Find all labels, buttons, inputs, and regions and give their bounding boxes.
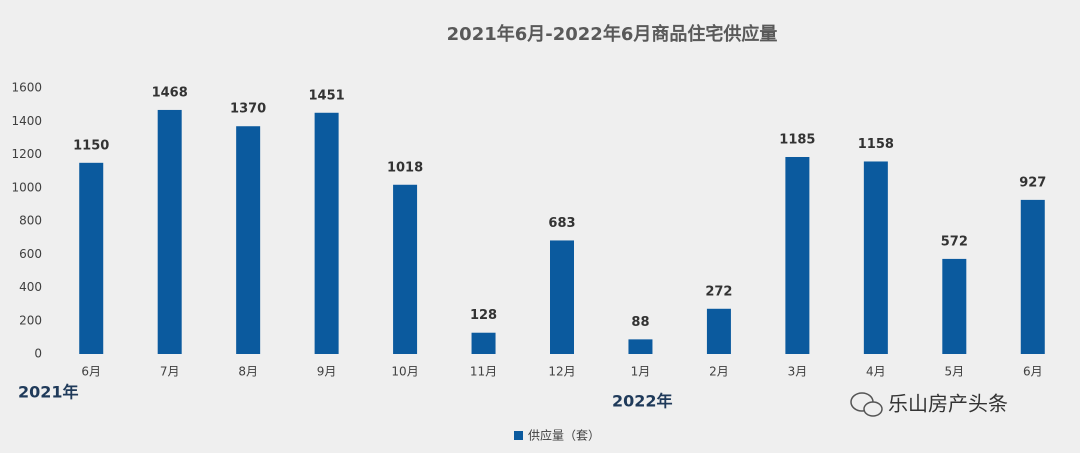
value-label: 1185: [779, 132, 815, 147]
y-tick-label: 1200: [11, 147, 42, 161]
y-tick-label: 1600: [11, 81, 42, 95]
y-tick-label: 1400: [11, 114, 42, 128]
bar: [706, 308, 731, 354]
value-label: 683: [548, 216, 575, 231]
x-tick-label: 6月: [81, 365, 101, 379]
x-tick-label: 7月: [160, 365, 180, 379]
value-label: 128: [470, 308, 497, 323]
bar: [550, 240, 574, 354]
bar: [863, 161, 888, 354]
y-tick-label: 1000: [11, 180, 42, 194]
bar: [79, 162, 104, 354]
bar: [393, 184, 418, 354]
chart-title: 2021年6月-2022年6月商品住宅供应量: [447, 23, 778, 45]
x-tick-label: 8月: [238, 365, 258, 379]
value-label: 1468: [152, 85, 188, 100]
value-label: 927: [1019, 175, 1046, 190]
legend-label: 供应量（套）: [528, 428, 600, 443]
x-tick-label: 10月: [391, 365, 418, 379]
bar: [628, 339, 653, 354]
y-tick-label: 600: [19, 247, 42, 261]
x-tick-label: 6月: [1023, 365, 1043, 379]
value-label: 272: [705, 284, 732, 299]
watermark-icon: [850, 392, 883, 417]
watermark: 乐山房产头条: [888, 392, 1008, 416]
value-label: 88: [631, 315, 649, 330]
value-label: 1150: [73, 138, 109, 153]
legend-swatch: [514, 431, 523, 440]
bar: [471, 332, 496, 354]
bar: [942, 258, 967, 354]
bar: [314, 112, 339, 355]
x-tick-label: 3月: [788, 365, 808, 379]
x-tick-label: 12月: [548, 365, 575, 379]
bar: [1020, 199, 1045, 354]
value-label: 1018: [387, 160, 423, 175]
bar: [785, 156, 810, 354]
bar: [236, 126, 261, 354]
x-tick-label: 9月: [317, 365, 337, 379]
year-label: 2022年: [612, 392, 673, 411]
x-tick-label: 5月: [944, 365, 964, 379]
y-tick-label: 0: [34, 347, 42, 361]
x-tick-label: 11月: [470, 365, 497, 379]
y-tick-label: 200: [19, 313, 42, 327]
value-label: 572: [941, 234, 968, 249]
y-tick-label: 400: [19, 280, 42, 294]
value-label: 1370: [230, 102, 266, 117]
value-label: 1451: [309, 88, 345, 103]
x-tick-label: 1月: [631, 365, 651, 379]
year-label: 2021年: [18, 383, 79, 402]
x-tick-label: 2月: [709, 365, 729, 379]
value-label: 1158: [858, 137, 894, 152]
y-tick-label: 800: [19, 214, 42, 228]
bar: [157, 109, 182, 354]
x-tick-label: 4月: [866, 365, 886, 379]
